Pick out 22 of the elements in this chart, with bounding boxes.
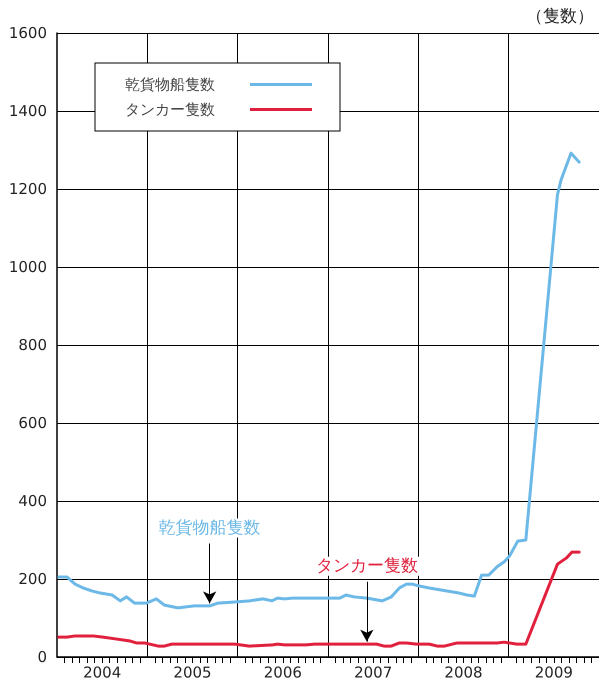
legend-label: 乾貨物船隻数 xyxy=(125,76,215,94)
x-tick-label: 2009 xyxy=(534,664,573,682)
annotation: タンカー隻数 xyxy=(316,556,418,576)
y-tick-label: 1200 xyxy=(8,180,47,198)
x-tick-label: 2004 xyxy=(83,664,122,682)
annotation: 乾貨物船隻数 xyxy=(158,518,261,538)
y-tick-label: 1000 xyxy=(8,258,47,276)
y-tick-label: 800 xyxy=(18,336,47,354)
y-tick-label: 1600 xyxy=(8,24,47,42)
y-axis-title: （隻数） xyxy=(526,6,594,26)
y-tick-label: 600 xyxy=(18,414,47,432)
x-tick-label: 2006 xyxy=(264,664,302,682)
y-tick-label: 1400 xyxy=(8,102,47,120)
x-tick-label: 2007 xyxy=(354,664,392,682)
x-tick-label: 2005 xyxy=(173,664,212,682)
y-tick-label: 0 xyxy=(37,648,47,666)
y-tick-label: 200 xyxy=(18,570,47,588)
legend-label: タンカー隻数 xyxy=(125,100,215,118)
line-series xyxy=(57,550,581,648)
x-tick-label: 2008 xyxy=(444,664,483,682)
y-tick-label: 400 xyxy=(18,492,47,510)
line-series xyxy=(57,152,581,610)
